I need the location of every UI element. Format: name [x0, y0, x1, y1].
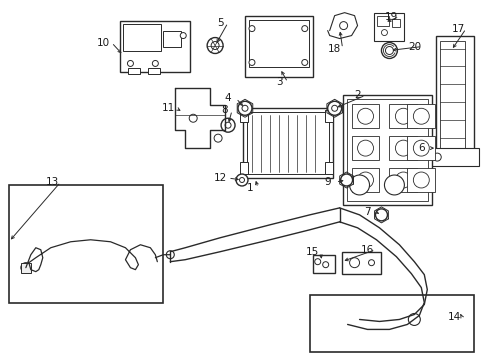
Bar — [244, 15, 312, 77]
Circle shape — [239, 177, 244, 183]
Circle shape — [301, 59, 307, 66]
Bar — [309, 294, 473, 352]
Text: 18: 18 — [327, 44, 341, 54]
Bar — [21, 263, 31, 273]
Bar — [123, 24, 161, 51]
Circle shape — [395, 140, 410, 156]
Circle shape — [301, 26, 307, 32]
Bar — [312, 255, 334, 273]
Circle shape — [412, 108, 428, 124]
Bar — [240, 110, 247, 122]
Circle shape — [236, 174, 247, 186]
Text: 16: 16 — [360, 245, 373, 255]
Bar — [9, 185, 163, 302]
Bar — [407, 168, 434, 192]
Bar — [240, 162, 247, 174]
Text: 10: 10 — [97, 37, 110, 48]
Bar — [351, 104, 379, 128]
Circle shape — [166, 251, 174, 259]
Bar — [351, 168, 379, 192]
Circle shape — [238, 101, 251, 115]
Bar — [148, 68, 160, 75]
Text: 6: 6 — [417, 143, 424, 153]
Bar — [128, 68, 140, 75]
Bar — [407, 104, 434, 128]
Circle shape — [314, 259, 320, 265]
Circle shape — [180, 32, 186, 39]
Circle shape — [327, 101, 341, 115]
Circle shape — [381, 30, 386, 36]
Circle shape — [407, 314, 420, 325]
Bar — [346, 99, 427, 201]
Circle shape — [248, 26, 254, 32]
Text: 17: 17 — [450, 24, 464, 33]
Circle shape — [349, 175, 369, 195]
Circle shape — [340, 174, 352, 186]
Text: 7: 7 — [364, 207, 370, 217]
Text: 1: 1 — [246, 183, 253, 193]
Text: 12: 12 — [213, 173, 226, 183]
Bar — [324, 162, 332, 174]
Text: 20: 20 — [407, 41, 420, 51]
Bar — [388, 104, 416, 128]
Bar — [341, 252, 381, 274]
Circle shape — [248, 59, 254, 66]
Text: 2: 2 — [353, 90, 360, 100]
Circle shape — [339, 22, 347, 30]
Circle shape — [331, 105, 337, 111]
Bar — [392, 19, 400, 27]
Bar — [243, 108, 332, 178]
Circle shape — [384, 175, 404, 195]
Circle shape — [207, 37, 223, 54]
Bar — [120, 21, 190, 72]
Bar — [377, 15, 388, 26]
Bar — [324, 110, 332, 122]
Circle shape — [432, 153, 440, 161]
Circle shape — [395, 108, 410, 124]
Circle shape — [127, 60, 133, 67]
Circle shape — [357, 108, 373, 124]
Circle shape — [381, 42, 397, 58]
Circle shape — [385, 46, 393, 54]
Circle shape — [349, 258, 359, 268]
Circle shape — [211, 41, 219, 50]
Bar — [248, 20, 308, 67]
Text: 14: 14 — [447, 312, 460, 323]
Circle shape — [214, 134, 222, 142]
Circle shape — [357, 140, 373, 156]
Bar — [351, 136, 379, 160]
Circle shape — [322, 262, 328, 268]
Circle shape — [357, 172, 373, 188]
Bar — [428, 148, 478, 166]
Bar — [435, 36, 473, 165]
Bar — [246, 112, 328, 174]
Text: 19: 19 — [384, 12, 397, 22]
Bar — [439, 41, 464, 155]
Bar — [407, 136, 434, 160]
Bar — [388, 136, 416, 160]
Text: 4: 4 — [224, 93, 231, 103]
Circle shape — [221, 118, 235, 132]
Circle shape — [21, 263, 31, 273]
Text: 5: 5 — [216, 18, 223, 28]
Text: 3: 3 — [276, 77, 283, 87]
Circle shape — [412, 172, 428, 188]
Text: 15: 15 — [305, 247, 319, 257]
Circle shape — [368, 260, 374, 266]
Bar — [388, 168, 416, 192]
Circle shape — [224, 122, 230, 128]
Text: 9: 9 — [324, 177, 330, 187]
Circle shape — [242, 105, 247, 111]
Circle shape — [189, 114, 197, 122]
Text: 13: 13 — [46, 177, 59, 187]
Bar — [374, 13, 404, 41]
Bar — [342, 95, 431, 205]
Circle shape — [152, 60, 158, 67]
Circle shape — [412, 140, 428, 156]
Circle shape — [375, 209, 386, 221]
Text: 8: 8 — [220, 105, 227, 115]
Bar — [163, 31, 181, 46]
Text: 11: 11 — [162, 103, 175, 113]
Circle shape — [395, 172, 410, 188]
